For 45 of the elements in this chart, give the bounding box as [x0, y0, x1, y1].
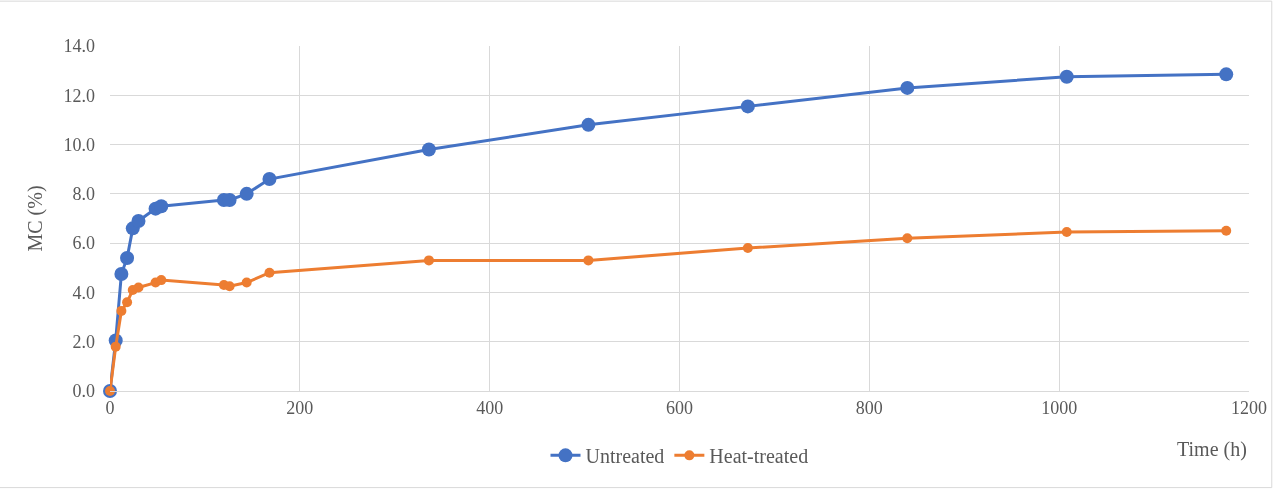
- legend-label: Heat-treated: [709, 445, 809, 468]
- x-axis-title: Time (h): [1177, 438, 1247, 461]
- x-tick-label: 400: [476, 397, 504, 418]
- x-tick-label: 0: [105, 397, 115, 418]
- point: [900, 80, 915, 95]
- x-tick-label: 800: [855, 397, 883, 418]
- y-tick-label: 14.0: [63, 36, 95, 57]
- y-tick-label: 12.0: [63, 85, 95, 106]
- point: [241, 277, 252, 288]
- y-tick-label: 4.0: [72, 282, 95, 303]
- point: [156, 275, 167, 286]
- legend-label: Untreated: [585, 445, 665, 468]
- point: [120, 250, 135, 265]
- y-tick-label: 2.0: [72, 332, 95, 353]
- point: [1221, 225, 1232, 236]
- point: [154, 199, 169, 214]
- point: [742, 243, 753, 254]
- point: [114, 266, 129, 281]
- y-tick-label: 10.0: [63, 134, 95, 155]
- point: [583, 255, 594, 266]
- point: [421, 142, 436, 157]
- point: [116, 305, 127, 316]
- x-tick-label: 1200: [1231, 397, 1267, 418]
- point: [1059, 69, 1074, 84]
- point: [133, 282, 144, 293]
- x-tick-label: 1000: [1041, 397, 1078, 418]
- y-tick-label: 6.0: [72, 233, 95, 254]
- y-tick-label: 0.0: [72, 381, 95, 402]
- point: [239, 186, 254, 201]
- point: [224, 281, 235, 292]
- point: [262, 172, 277, 187]
- point: [423, 255, 434, 266]
- point: [110, 341, 121, 352]
- y-tick-label: 8.0: [72, 184, 95, 205]
- x-tick-label: 600: [666, 397, 693, 418]
- point: [581, 117, 596, 132]
- point: [1219, 67, 1234, 82]
- point: [740, 99, 755, 114]
- x-tick-label: 200: [286, 397, 314, 418]
- point: [131, 213, 146, 228]
- point: [122, 297, 133, 308]
- point: [1061, 227, 1072, 238]
- y-axis-title: MC (%): [24, 185, 47, 252]
- point: [902, 233, 913, 244]
- point: [264, 267, 275, 278]
